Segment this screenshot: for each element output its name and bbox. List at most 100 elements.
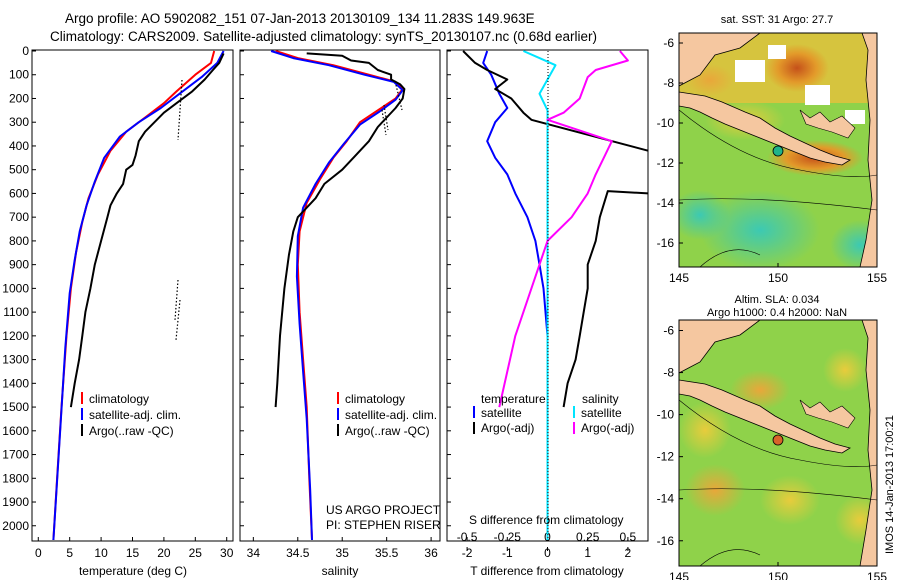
temperature-legend: climatology satellite-adj. clim. Argo(..…	[81, 392, 181, 438]
sla-map	[678, 319, 878, 567]
salinity-qc-dots	[381, 84, 403, 136]
x-tick-label: -2	[462, 546, 473, 560]
depth-tick-label: 100	[9, 68, 29, 82]
x-tick-label: 2	[625, 546, 632, 560]
temperature-x-ticks: 0 5 10 15 20 25 30	[35, 537, 234, 560]
difference-xlabel: T difference from climatology	[470, 564, 624, 578]
difference-line-4	[498, 50, 629, 408]
temperature-xlabel: temperature (deg C)	[79, 564, 187, 578]
x-tick-label: 25	[189, 546, 203, 560]
salinity-legend: climatology satellite-adj. clim. Argo(..…	[326, 392, 441, 532]
depth-tick-label: 600	[9, 186, 29, 200]
legend-temp-argo-label: Argo(-adj)	[481, 421, 534, 435]
salinity-series	[270, 50, 406, 541]
x-tick-label: 1	[584, 546, 591, 560]
depth-tick-label: 1700	[2, 448, 29, 462]
lat-tick-label: -12	[657, 450, 675, 464]
legend-sat-label: satellite-adj. clim.	[89, 408, 181, 422]
legend-sat-label: satellite-adj. clim.	[345, 408, 437, 422]
lat-tick-label: -16	[657, 534, 675, 548]
lon-tick-label: 145	[669, 271, 689, 285]
legend-temp-header: temperature	[481, 392, 546, 406]
lat-tick-label: -16	[657, 236, 675, 250]
x-tick-label: 10	[94, 546, 108, 560]
s-diff-label: S difference from climatology	[469, 513, 624, 527]
x-tick-label: -1	[502, 546, 513, 560]
lat-tick-label: -10	[657, 116, 675, 130]
lat-tick-label: -8	[663, 76, 674, 90]
lat-tick-label: -6	[663, 324, 674, 338]
imos-watermark: IMOS 14-Jan-2013 17:00:21	[884, 415, 896, 554]
depth-tick-label: 1100	[3, 305, 29, 319]
depth-tick-label: 1400	[2, 376, 29, 390]
depth-tick-label: 1500	[2, 400, 29, 414]
lon-tick-label: 155	[867, 570, 887, 580]
depth-axis: 0 100 200 300 400 500 600 700 800 900 1000 1100 1200…	[2, 44, 451, 533]
depth-tick-label: 1300	[2, 353, 29, 367]
sla-float-marker	[772, 434, 784, 446]
sla-lat-ticks: -6 -8 -10 -12 -14 -16	[657, 324, 683, 548]
depth-tick-label: 300	[9, 115, 29, 129]
x-tick-label: 35.5	[375, 546, 399, 560]
credit-project: US ARGO PROJECT	[326, 503, 441, 517]
salinity-panel	[239, 49, 441, 542]
depth-tick-label: 1800	[2, 471, 29, 485]
salinity-line-1	[270, 50, 404, 541]
sst-lon-ticks: 145 150 155	[669, 263, 887, 285]
sst-lat-ticks: -6 -8 -10 -12 -14 -16	[657, 36, 683, 250]
salinity-line-2	[274, 52, 406, 408]
lon-tick-label: 155	[867, 271, 887, 285]
depth-tick-label: 900	[9, 258, 29, 272]
x-tick-label: 0.5	[620, 530, 637, 544]
legend-sal-argo-label: Argo(-adj)	[581, 421, 634, 435]
lat-tick-label: -12	[657, 156, 675, 170]
lat-tick-label: -14	[657, 196, 675, 210]
legend-clim-label: climatology	[345, 392, 405, 406]
depth-tick-label: 1200	[2, 329, 29, 343]
x-tick-label: 35	[336, 546, 350, 560]
sst-map	[678, 32, 878, 268]
difference-series	[462, 50, 649, 540]
lat-tick-label: -10	[657, 408, 675, 422]
legend-argo-label: Argo(..raw -QC)	[89, 424, 174, 438]
difference-line-3	[522, 50, 557, 540]
legend-sal-sat-label: satellite	[581, 406, 622, 420]
depth-tick-label: 1000	[2, 281, 29, 295]
x-tick-label: 0	[544, 546, 551, 560]
lon-tick-label: 150	[768, 271, 788, 285]
salinity-x-ticks: 34 34.5 35 35.5 36	[247, 537, 438, 560]
salinity-line-0	[275, 50, 404, 541]
legend-argo-label: Argo(..raw -QC)	[345, 424, 430, 438]
legend-sal-header: salinity	[582, 392, 619, 406]
sla-map-title1: Altim. SLA: 0.034	[735, 294, 820, 306]
temperature-panel	[31, 49, 234, 542]
sst-float-marker	[772, 145, 784, 157]
difference-legend: temperature salinity satellite Argo(-adj…	[469, 392, 634, 527]
temperature-qc-dots	[174, 79, 183, 341]
x-tick-label: -0.25	[494, 530, 522, 544]
difference-line-0	[482, 50, 549, 540]
lat-tick-label: -8	[663, 366, 674, 380]
lat-tick-label: -6	[663, 36, 674, 50]
legend-clim-label: climatology	[89, 392, 149, 406]
salinity-xlabel: salinity	[322, 564, 359, 578]
sla-map-title2: Argo h1000: 0.4 h2000: NaN	[707, 307, 847, 319]
temperature-series	[52, 50, 225, 541]
x-tick-label: 5	[66, 546, 73, 560]
header-line2: Climatology: CARS2009. Satellite-adjuste…	[50, 29, 597, 44]
depth-tick-label: 1600	[2, 424, 29, 438]
depth-tick-label: 400	[9, 139, 29, 153]
temperature-line-1	[52, 50, 225, 541]
depth-tick-label: 2000	[2, 519, 29, 533]
x-tick-label: 36	[424, 546, 438, 560]
temperature-line-2	[69, 52, 225, 408]
sst-map-title: sat. SST: 31 Argo: 27.7	[721, 14, 834, 26]
x-tick-label: 34	[247, 546, 261, 560]
x-tick-label: 15	[126, 546, 140, 560]
depth-tick-label: 1900	[2, 495, 29, 509]
temperature-line-0	[52, 50, 216, 541]
x-tick-label: 34.5	[286, 546, 310, 560]
header-line1: Argo profile: AO 5902082_151 07-Jan-2013…	[65, 11, 535, 26]
depth-tick-label: 0	[22, 44, 29, 58]
